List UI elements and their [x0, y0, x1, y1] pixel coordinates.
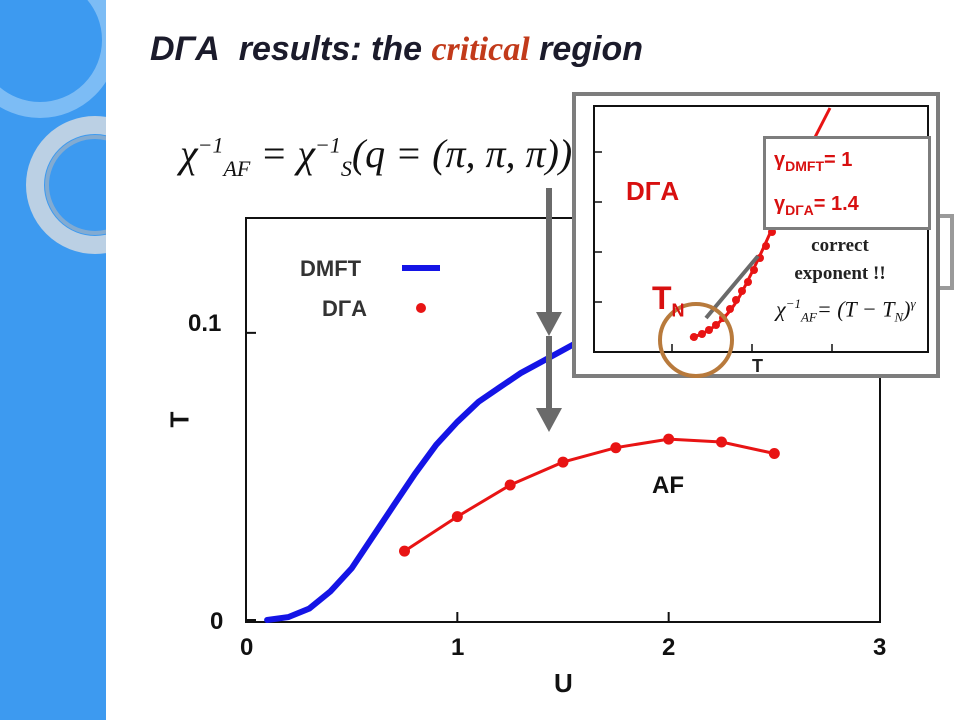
dga-points [399, 433, 780, 557]
formula-subscript-s: S [340, 156, 352, 181]
gamma-dga-row: γDΓA= 1.4 [774, 193, 859, 218]
dga-point [663, 433, 675, 445]
arrow-to-dga-head [536, 408, 562, 432]
title-prefix: DΓA [150, 30, 220, 68]
x-tick-2: 2 [662, 634, 676, 661]
title-suffix: region [529, 30, 644, 68]
correct-exponent-note: correct exponent !! [770, 232, 910, 288]
critical-exponent-box: γDMFT= 1 γDΓA= 1.4 [763, 136, 931, 230]
dga-point [399, 545, 410, 557]
inset-x-axis-label: T [752, 356, 763, 376]
title-mid: results: the [238, 30, 432, 68]
inset-dga-points [690, 214, 782, 341]
inset-exponent-formula: χ−1AF= (T − TN)γ [776, 296, 916, 326]
title-critical-word: critical [431, 31, 530, 68]
dga-line [403, 437, 775, 553]
inset-formula-chi: χ [776, 296, 786, 322]
dga-point [557, 456, 569, 468]
gamma-dmft-subscript: DMFT [785, 158, 825, 174]
dga-point [504, 479, 516, 491]
x-tick-0: 0 [240, 634, 254, 661]
y-tick-0-1: 0.1 [188, 310, 222, 337]
formula-chi-right: χ [297, 131, 315, 176]
inset-formula-close: ) [903, 296, 911, 322]
x-tick-1: 1 [451, 634, 465, 661]
sidebar-rings-decoration [0, 0, 106, 254]
af-region-label: AF [652, 472, 684, 499]
inset-formula-body: = (T − T [816, 296, 895, 322]
inset-formula-gamma: γ [910, 296, 916, 311]
plot-frame [245, 217, 881, 623]
tn-highlight-circle [658, 302, 734, 378]
gamma-dga-subscript: DΓA [785, 202, 814, 218]
y-axis-label: T [164, 411, 195, 428]
gamma-symbol-dmft: γ [774, 149, 786, 171]
legend-dmft-label: DMFT [300, 256, 362, 281]
correct-note-line1: correct [811, 235, 869, 256]
dga-point [768, 447, 780, 459]
susceptibility-formula: χ−1AF = χ−1S(q = (π, π, π)) [180, 130, 572, 182]
formula-chi-left: χ [180, 131, 198, 176]
gamma-dmft-value: = 1 [824, 149, 853, 171]
arrow-to-dmft-head [536, 312, 562, 336]
gamma-dmft-row: γDMFT= 1 [774, 149, 852, 174]
tn-label-main: T [652, 280, 672, 316]
formula-inverse-left: −1 [197, 132, 224, 158]
formula-inverse-right: −1 [314, 132, 341, 158]
slide-title: DΓA results: the critical region [150, 30, 643, 69]
x-tick-3: 3 [873, 634, 887, 661]
formula-equals: = [250, 131, 298, 176]
inset-dga-label: DΓA [626, 176, 680, 206]
gamma-dga-value: = 1.4 [813, 193, 859, 215]
x-axis-label: U [554, 668, 573, 698]
formula-subscript-af: AF [223, 156, 251, 181]
correct-note-line2: exponent !! [794, 263, 886, 284]
inset-tick-marks [594, 151, 833, 352]
decorative-sidebar [0, 0, 106, 720]
dga-point [716, 436, 727, 448]
legend-dga-swatch [416, 303, 426, 313]
tn-label-sub: N [671, 300, 685, 321]
formula-argument: (q = (π, π, π)) [351, 131, 573, 176]
legend-dga-label: DΓA [322, 296, 367, 321]
dmft-line [264, 321, 609, 623]
plot-tick-marks [245, 331, 881, 622]
inset-formula-inverse: −1 [785, 296, 801, 311]
y-tick-0: 0 [210, 608, 224, 635]
inset-formula-af: AF [800, 309, 817, 325]
inset-formula-n: N [894, 309, 904, 325]
dga-point [610, 442, 622, 454]
tn-label: TN [652, 280, 685, 321]
gamma-symbol-dga: γ [774, 193, 786, 215]
dga-point [451, 511, 463, 523]
